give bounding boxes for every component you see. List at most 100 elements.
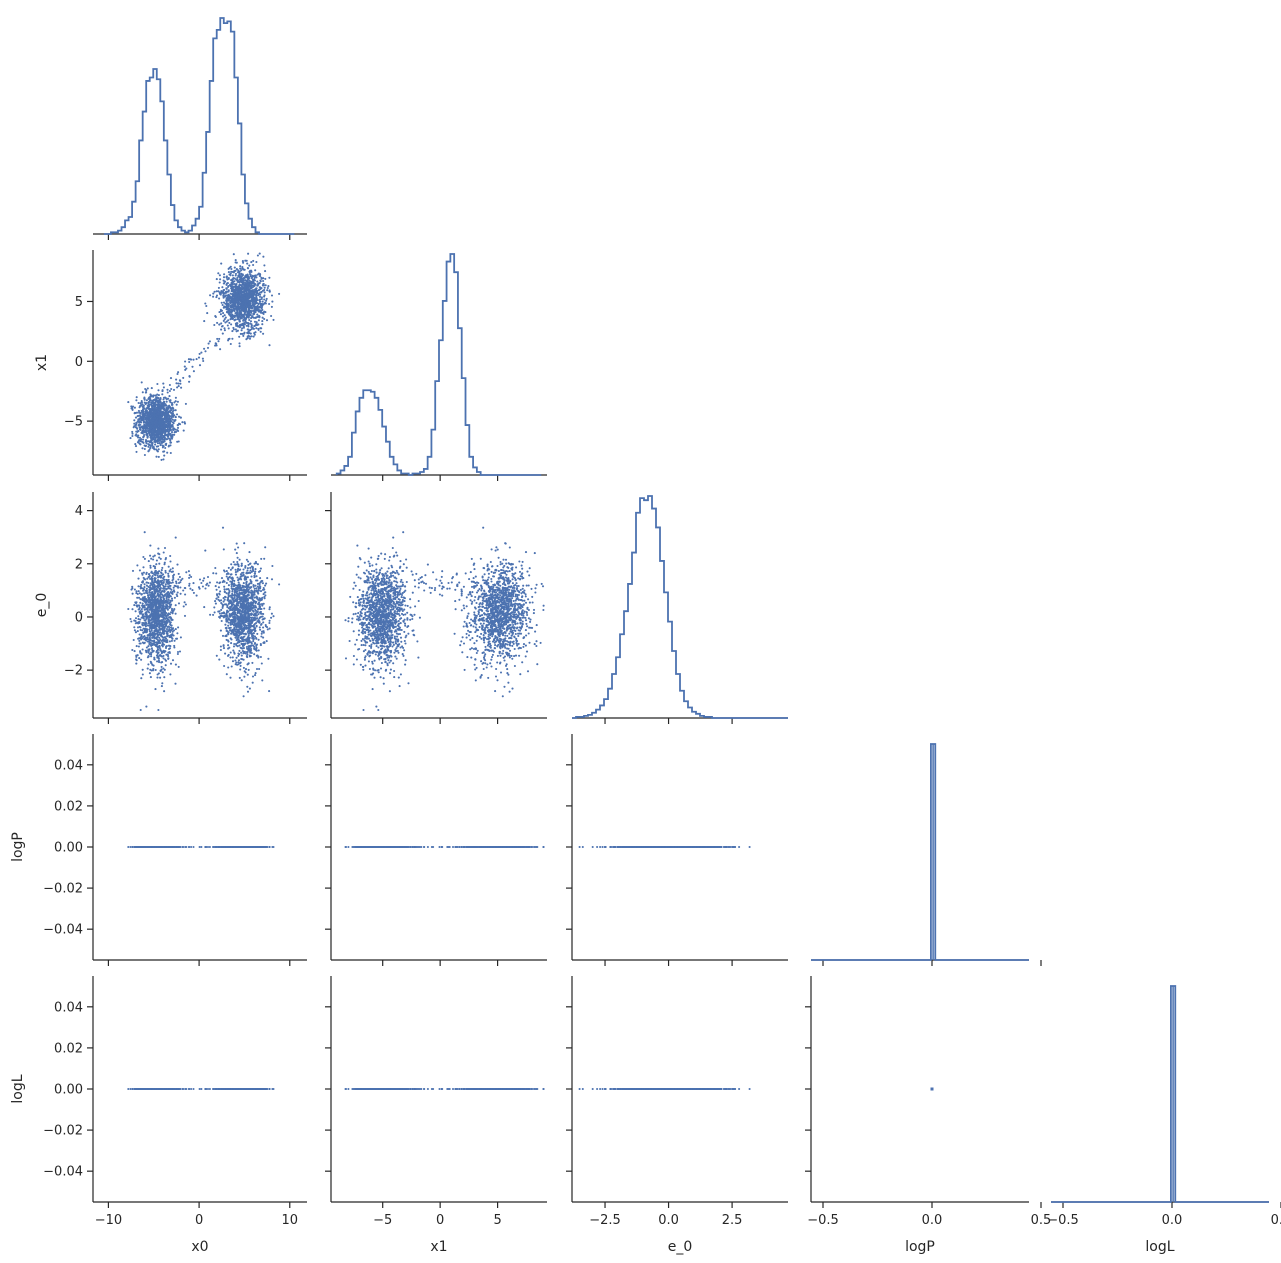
scatter-point	[162, 425, 165, 428]
scatter-point	[227, 624, 230, 627]
scatter-point	[234, 304, 237, 307]
scatter-point	[240, 278, 243, 281]
scatter-point	[243, 331, 246, 334]
scatter-point	[166, 451, 169, 454]
scatter-point	[170, 437, 174, 440]
scatter-point	[145, 581, 148, 584]
scatter-point	[147, 407, 150, 410]
scatter-point	[135, 592, 138, 595]
scatter-point	[134, 631, 137, 634]
scatter-point	[255, 287, 258, 290]
scatter-point	[133, 406, 136, 409]
scatter-point	[147, 430, 151, 433]
scatter-point	[163, 593, 166, 597]
scatter-point	[165, 400, 168, 403]
scatter-point	[158, 442, 161, 445]
scatter-point	[160, 652, 163, 655]
scatter-point	[151, 405, 154, 408]
scatter-point	[247, 328, 250, 331]
scatter-point	[147, 651, 150, 654]
scatter-point	[143, 604, 146, 607]
scatter-point	[159, 614, 162, 617]
scatter-point	[152, 394, 155, 397]
scatter-point	[154, 595, 158, 598]
scatter-point	[150, 662, 153, 665]
scatter-point	[213, 323, 216, 327]
scatter-point	[237, 316, 240, 319]
scatter-point	[214, 602, 217, 605]
scatter-point	[229, 656, 232, 659]
scatter-point	[169, 662, 173, 665]
scatter-point	[221, 603, 224, 606]
scatter-point	[268, 608, 271, 611]
scatter-point	[159, 654, 163, 657]
scatter-point	[261, 320, 264, 323]
scatter-point	[138, 592, 141, 595]
scatter-point	[177, 626, 180, 629]
scatter-point	[140, 587, 143, 590]
scatter-point	[225, 673, 228, 676]
scatter-point	[234, 659, 237, 662]
scatter-point	[179, 636, 182, 639]
scatter-point	[162, 408, 165, 411]
scatter-point	[174, 418, 177, 422]
scatter-point	[140, 404, 143, 407]
scatter-point	[250, 317, 253, 320]
scatter-point	[169, 568, 172, 571]
scatter-point	[174, 536, 177, 539]
scatter-e_0-vs-x0	[127, 526, 281, 712]
scatter-point	[137, 590, 140, 593]
scatter-point	[164, 659, 168, 662]
scatter-point	[184, 360, 187, 363]
scatter-point	[158, 585, 161, 588]
scatter-point	[203, 320, 206, 323]
scatter-point	[239, 276, 242, 279]
scatter-point	[168, 650, 171, 654]
scatter-point	[271, 564, 274, 568]
scatter-point	[242, 261, 245, 264]
scatter-point	[230, 308, 233, 311]
scatter-point	[157, 389, 160, 392]
scatter-point	[155, 605, 158, 608]
scatter-point	[238, 676, 241, 679]
scatter-point	[240, 329, 243, 332]
scatter-point	[242, 695, 245, 698]
scatter-point	[154, 420, 158, 423]
scatter-point	[188, 360, 191, 364]
scatter-point	[143, 531, 146, 534]
scatter-point	[157, 648, 160, 651]
scatter-point	[222, 306, 225, 309]
scatter-point	[148, 591, 151, 594]
scatter-point	[161, 432, 164, 435]
scatter-point	[259, 644, 262, 647]
scatter-point	[177, 382, 180, 385]
scatter-point	[131, 592, 134, 595]
scatter-point	[234, 259, 237, 262]
scatter-point	[216, 321, 219, 324]
scatter-point	[142, 438, 145, 441]
scatter-point	[224, 316, 227, 319]
scatter-point	[142, 427, 146, 430]
scatter-point	[167, 405, 170, 408]
scatter-point	[145, 420, 148, 423]
scatter-point	[153, 588, 156, 592]
scatter-point	[162, 398, 165, 401]
scatter-point	[218, 274, 221, 277]
scatter-point	[260, 632, 263, 635]
scatter-point	[223, 314, 226, 317]
scatter-point	[265, 297, 268, 300]
scatter-point	[220, 309, 224, 312]
scatter-point	[223, 327, 226, 330]
scatter-point	[143, 397, 146, 400]
scatter-point	[229, 315, 232, 318]
scatter-point	[162, 632, 166, 635]
scatter-point	[243, 317, 246, 321]
scatter-point	[221, 303, 224, 307]
scatter-point	[138, 637, 141, 640]
scatter-point	[146, 634, 149, 637]
scatter-point	[248, 331, 251, 335]
scatter-point	[157, 708, 160, 712]
scatter-point	[171, 567, 174, 570]
scatter-point	[157, 427, 160, 430]
scatter-point	[165, 426, 168, 429]
